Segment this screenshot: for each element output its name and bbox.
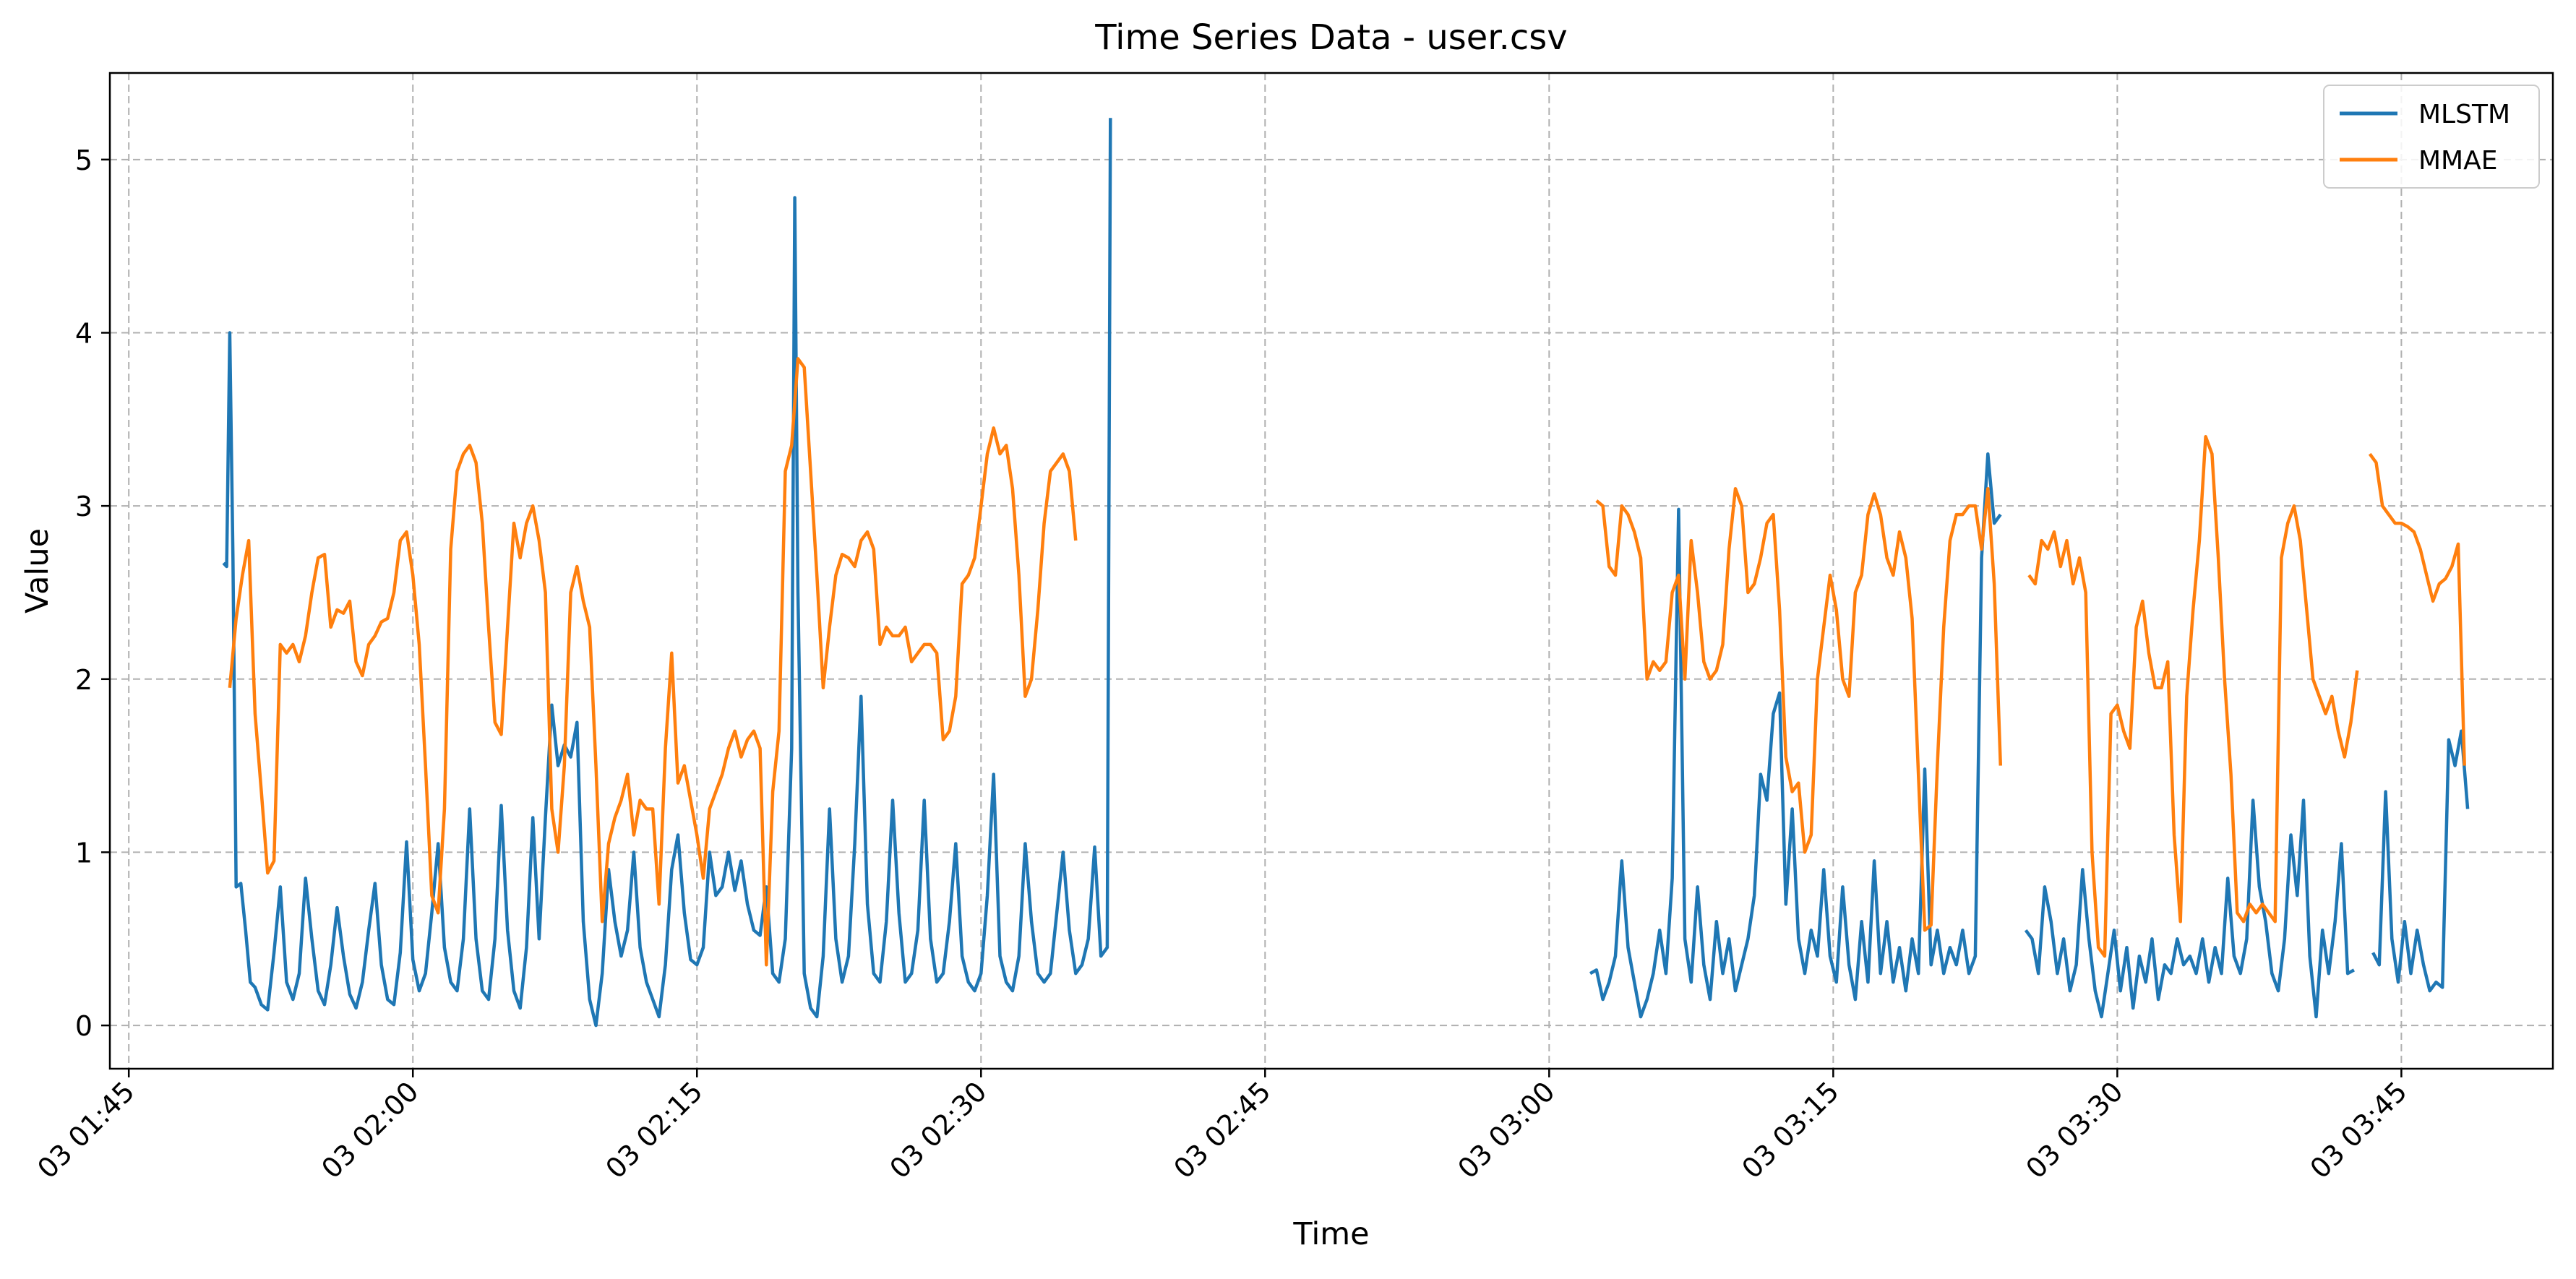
chart-title: Time Series Data - user.csv (1094, 17, 1567, 58)
legend-box (2323, 85, 2540, 189)
y-tick-label: 0 (75, 1010, 93, 1042)
series-line-mmae (2368, 452, 2466, 766)
y-axis-label: Value (20, 528, 56, 613)
series-line-mlstm (2024, 798, 2355, 1019)
series-line-mmae (228, 357, 1078, 967)
legend-label-mmae: MMAE (2418, 146, 2498, 176)
series-lines (222, 118, 2470, 1028)
y-tick-label: 1 (75, 837, 93, 869)
plot-frame (108, 72, 2554, 1070)
y-tick-label: 5 (75, 145, 93, 176)
y-tick-label: 2 (75, 664, 93, 696)
legend-label-mlstm: MLSTM (2418, 100, 2510, 129)
series-line-mmae (2027, 435, 2359, 958)
y-tick-label: 3 (75, 491, 93, 522)
series-line-mmae (1595, 486, 2003, 932)
series-line-mlstm (222, 118, 1112, 1028)
x-axis-label: Time (1292, 1216, 1369, 1252)
series-line-mlstm (1589, 452, 2002, 1019)
y-tick-label: 4 (75, 317, 93, 349)
legend: MLSTM MMAE (2323, 85, 2540, 189)
series-line-mlstm (2371, 729, 2470, 993)
